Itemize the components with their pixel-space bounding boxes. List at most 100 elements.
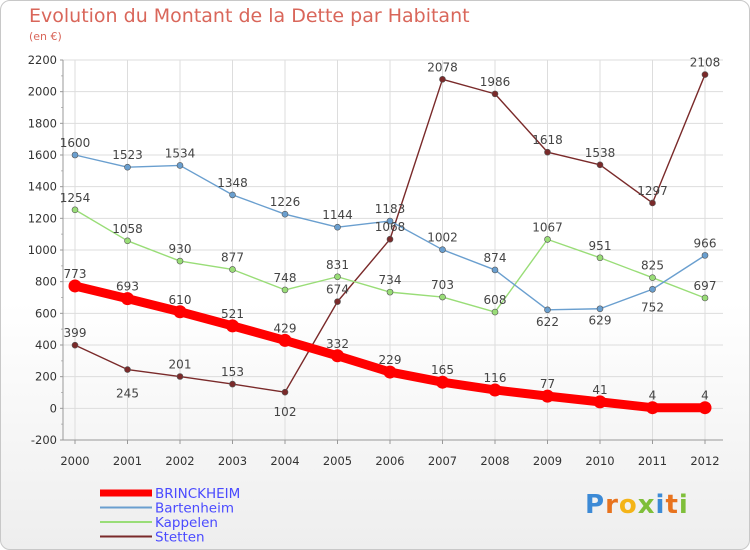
data-label: 41 bbox=[592, 383, 607, 397]
data-point bbox=[331, 349, 344, 363]
logo-letter: P bbox=[585, 490, 606, 520]
data-label: 773 bbox=[64, 267, 87, 281]
data-point bbox=[701, 71, 709, 78]
data-label: 1600 bbox=[60, 136, 91, 150]
data-label: 1986 bbox=[480, 75, 511, 89]
data-point bbox=[71, 341, 79, 349]
data-point bbox=[334, 223, 341, 231]
data-label: 332 bbox=[326, 337, 349, 351]
data-point bbox=[698, 401, 712, 415]
data-point bbox=[596, 254, 604, 262]
data-point bbox=[281, 388, 289, 396]
data-point bbox=[124, 366, 131, 373]
data-point bbox=[541, 389, 554, 403]
data-label: 693 bbox=[116, 280, 139, 294]
data-label: 1144 bbox=[322, 208, 353, 222]
data-point bbox=[173, 305, 187, 319]
data-point bbox=[491, 308, 499, 316]
data-label: 622 bbox=[536, 315, 559, 329]
legend-label: Kappelen bbox=[155, 515, 218, 531]
x-tick-label: 2012 bbox=[690, 454, 719, 468]
data-point bbox=[439, 76, 446, 83]
data-point bbox=[226, 319, 239, 333]
data-point bbox=[124, 163, 131, 171]
data-label: 229 bbox=[379, 353, 402, 367]
data-point bbox=[491, 266, 499, 274]
data-point bbox=[386, 288, 394, 296]
data-point bbox=[439, 246, 446, 253]
data-label: 697 bbox=[694, 279, 717, 293]
data-label: 201 bbox=[169, 358, 192, 372]
data-point bbox=[176, 373, 184, 380]
y-tick-label: 0 bbox=[50, 401, 57, 415]
data-point bbox=[229, 380, 236, 388]
chart-subtitle: (en €) bbox=[29, 30, 62, 43]
data-point bbox=[229, 191, 236, 199]
x-tick-label: 2003 bbox=[218, 454, 247, 468]
data-label: 1534 bbox=[165, 146, 196, 160]
data-label: 966 bbox=[694, 236, 717, 250]
legend-label: BRINCKHEIM bbox=[155, 486, 240, 502]
data-label: 521 bbox=[221, 307, 244, 321]
x-tick-label: 2007 bbox=[428, 454, 457, 468]
x-tick-label: 2002 bbox=[165, 454, 194, 468]
data-label: 2108 bbox=[690, 56, 721, 70]
data-label: 77 bbox=[540, 377, 555, 391]
y-tick-label: 1400 bbox=[28, 180, 57, 194]
data-label: 748 bbox=[274, 271, 297, 285]
x-tick-label: 2001 bbox=[113, 454, 142, 468]
data-label: 951 bbox=[589, 239, 612, 253]
data-label: 153 bbox=[221, 365, 244, 379]
data-label: 1618 bbox=[532, 133, 563, 147]
y-tick-label: -200 bbox=[31, 433, 57, 447]
data-label: 102 bbox=[274, 405, 297, 419]
data-point bbox=[593, 395, 607, 409]
data-point bbox=[71, 206, 79, 214]
x-tick-label: 2008 bbox=[480, 454, 509, 468]
data-point bbox=[176, 162, 184, 169]
x-tick-label: 2011 bbox=[638, 454, 667, 468]
y-tick-label: 200 bbox=[35, 370, 57, 384]
y-tick-label: 400 bbox=[35, 338, 57, 352]
data-point bbox=[334, 273, 341, 281]
logo-letter: i bbox=[678, 490, 689, 520]
data-label: 4 bbox=[701, 389, 709, 403]
data-point bbox=[386, 235, 394, 243]
data-point bbox=[121, 292, 134, 306]
data-point bbox=[544, 306, 551, 314]
data-label: 1226 bbox=[270, 195, 301, 209]
data-point bbox=[596, 305, 604, 313]
data-label: 116 bbox=[484, 371, 507, 385]
data-label: 1067 bbox=[532, 220, 563, 234]
legend-label: Bartenheim bbox=[155, 501, 234, 517]
data-point bbox=[646, 401, 659, 415]
y-tick-label: 1600 bbox=[28, 148, 57, 162]
data-point bbox=[649, 285, 656, 293]
y-tick-label: 1000 bbox=[28, 243, 57, 257]
data-label: 4 bbox=[649, 389, 657, 403]
data-point bbox=[176, 257, 184, 265]
logo-letter: x bbox=[637, 490, 656, 520]
y-tick-label: 800 bbox=[35, 275, 57, 289]
data-point bbox=[281, 210, 289, 218]
x-tick-label: 2010 bbox=[585, 454, 614, 468]
data-point bbox=[278, 333, 292, 347]
data-point bbox=[436, 375, 449, 389]
data-label: 245 bbox=[116, 387, 139, 401]
data-label: 1297 bbox=[637, 184, 668, 198]
data-point bbox=[281, 286, 289, 294]
y-tick-label: 1200 bbox=[28, 211, 57, 225]
data-point bbox=[544, 236, 551, 243]
data-label: 1058 bbox=[112, 222, 143, 236]
data-label: 874 bbox=[484, 251, 507, 265]
data-point bbox=[649, 199, 656, 207]
x-tick-label: 2005 bbox=[323, 454, 352, 468]
data-label: 1538 bbox=[585, 146, 616, 160]
y-tick-label: 2200 bbox=[28, 53, 57, 67]
data-point bbox=[439, 293, 446, 301]
data-label: 1002 bbox=[427, 231, 458, 245]
data-label: 831 bbox=[326, 258, 349, 272]
proxiti-logo: Proxiti bbox=[585, 490, 689, 520]
logo-letter: o bbox=[618, 490, 638, 520]
